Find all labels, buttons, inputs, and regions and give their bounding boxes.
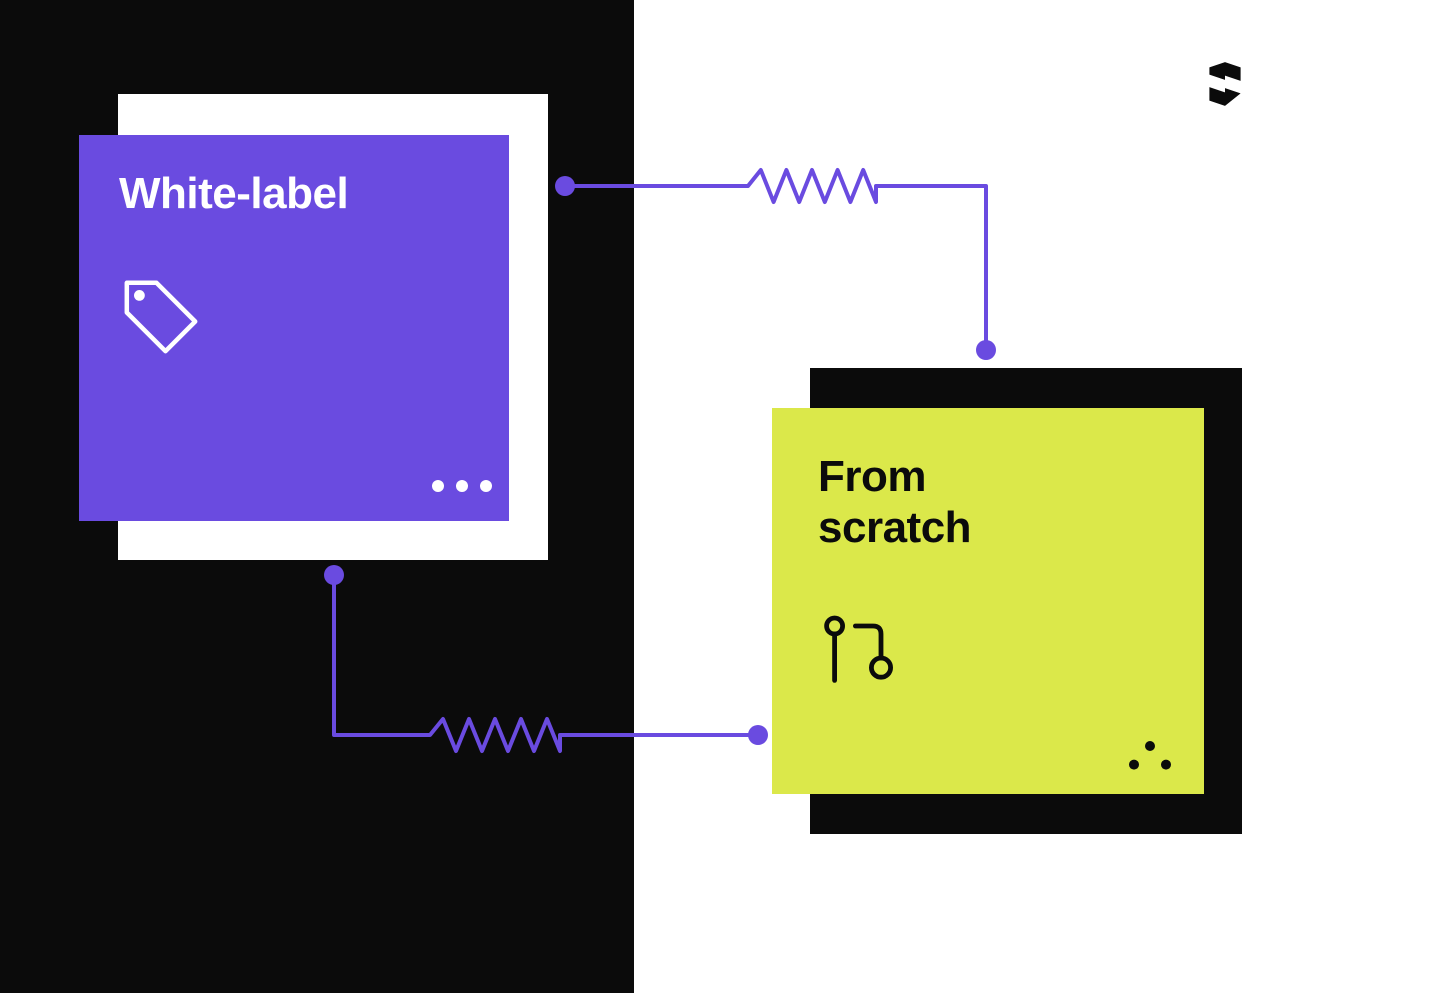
white-label-card: White-label	[79, 135, 509, 521]
brand-logo	[1199, 58, 1251, 115]
from-scratch-title: From scratch	[818, 452, 971, 553]
white-label-title: White-label	[119, 169, 348, 220]
diagram-canvas: White-label From scratch	[0, 0, 1440, 993]
triangle-dots-icon	[1124, 736, 1176, 777]
tag-icon	[116, 272, 206, 367]
from-scratch-card: From scratch	[772, 408, 1204, 794]
ellipsis-dots	[432, 480, 492, 492]
pull-request-icon	[817, 610, 897, 695]
